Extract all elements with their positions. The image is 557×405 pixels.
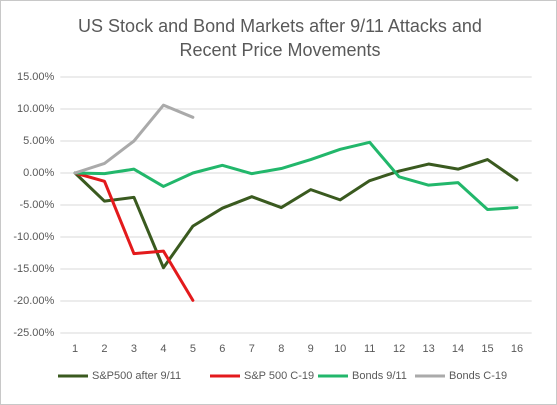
x-tick-label: 14 <box>452 343 464 355</box>
x-tick-label: 11 <box>364 343 375 355</box>
y-tick-label: 10.00% <box>17 103 55 115</box>
y-tick-label: 5.00% <box>23 135 54 147</box>
y-tick-label: -20.00% <box>13 295 54 307</box>
legend-label: S&P 500 C-19 <box>244 370 314 382</box>
y-tick-label: -15.00% <box>13 263 54 275</box>
series-line <box>73 171 195 302</box>
x-tick-label: 15 <box>481 343 493 355</box>
x-tick-label: 10 <box>334 343 346 355</box>
x-tick-label: 4 <box>160 343 166 355</box>
x-tick-label: 5 <box>190 343 196 355</box>
y-tick-label: 15.00% <box>17 71 55 83</box>
x-tick-label: 7 <box>249 343 255 355</box>
chart-title: US Stock and Bond Markets after 9/11 Att… <box>78 16 482 60</box>
legend-label: S&P500 after 9/11 <box>92 370 181 382</box>
legend-label: Bonds C-19 <box>449 370 507 382</box>
x-tick-label: 12 <box>393 343 405 355</box>
y-tick-label: -5.00% <box>19 199 54 211</box>
legend-label: Bonds 9/11 <box>352 370 407 382</box>
series-line <box>73 158 519 270</box>
series-line <box>73 140 519 211</box>
y-tick-label: -25.00% <box>13 327 54 339</box>
y-tick-label: 0.00% <box>23 167 54 179</box>
series-line <box>73 103 195 175</box>
x-tick-label: 13 <box>422 343 434 355</box>
x-tick-label: 9 <box>308 343 314 355</box>
x-tick-label: 3 <box>131 343 137 355</box>
x-tick-label: 1 <box>72 343 78 355</box>
x-tick-label: 8 <box>278 343 284 355</box>
x-tick-label: 16 <box>511 343 523 355</box>
x-tick-label: 6 <box>219 343 225 355</box>
y-tick-label: -10.00% <box>13 231 54 243</box>
x-tick-label: 2 <box>101 343 107 355</box>
